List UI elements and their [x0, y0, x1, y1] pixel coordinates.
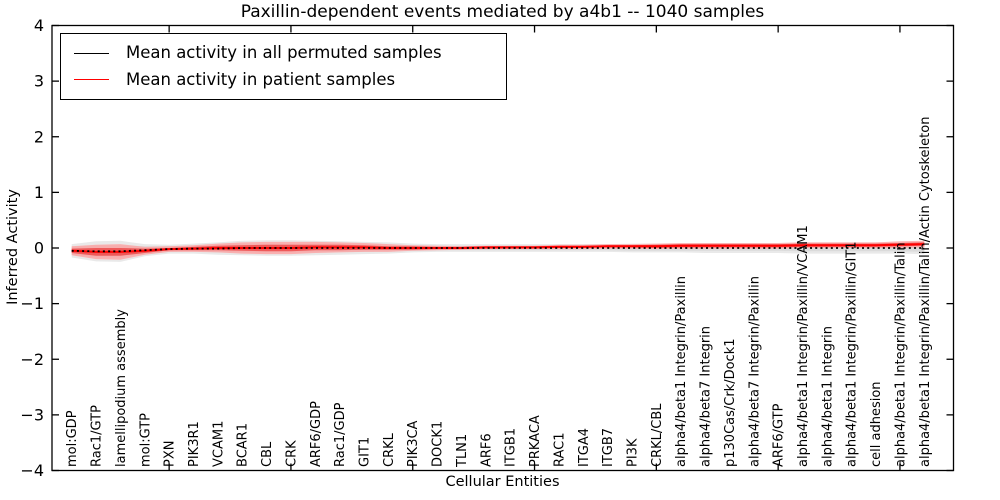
x-category-label: lamellipodium assembly: [114, 309, 129, 467]
x-category-label: TLN1: [455, 434, 470, 468]
y-tick-label: −1: [20, 294, 44, 313]
x-category-label: alpha4/beta7 Integrin: [699, 326, 714, 467]
x-category-label: alpha4/beta1 Integrin/Paxillin/GIT1: [845, 241, 860, 467]
y-tick-label: 4: [34, 16, 44, 35]
x-category-label: DOCK1: [431, 421, 446, 467]
legend-label-permuted: Mean activity in all permuted samples: [126, 43, 442, 62]
y-tick-label: 2: [34, 127, 44, 146]
x-category-label: PIK3R1: [187, 421, 202, 467]
x-category-label: alpha4/beta1 Integrin: [820, 326, 835, 467]
x-category-label: RAC1: [552, 432, 567, 467]
y-tick-label: 3: [34, 72, 44, 91]
legend-line-sample-permuted: [74, 52, 109, 54]
chart-title: Paxillin-dependent events mediated by a4…: [240, 2, 765, 22]
x-category-label: Rac1/GTP: [90, 405, 105, 467]
x-category-label: mol:GTP: [138, 413, 153, 467]
x-category-label: PI3K: [625, 438, 640, 467]
x-axis-title: Cellular Entities: [445, 474, 560, 490]
legend-entry-patient: Mean activity in patient samples: [74, 69, 506, 89]
legend-label-patient: Mean activity in patient samples: [126, 69, 396, 89]
x-category-label: alpha4/beta1 Integrin/Paxillin: [674, 276, 689, 467]
x-category-label: ARF6/GTP: [772, 403, 787, 467]
x-category-label: ITGB1: [504, 428, 519, 467]
x-category-label: PIK3CA: [406, 420, 421, 467]
x-category-label: CRKL: [382, 432, 397, 467]
x-category-label: alpha4/beta1 Integrin/Paxillin/VCAM1: [796, 225, 811, 467]
x-category-label: CBL: [260, 441, 275, 467]
x-category-label: mol:GDP: [65, 410, 80, 467]
x-category-label: alpha4/beta1 Integrin/Paxillin/Talin/Act…: [918, 117, 933, 467]
x-category-label: ITGB7: [601, 428, 616, 467]
y-tick-label: −3: [20, 405, 44, 424]
x-category-label: alpha4/beta7 Integrin/Paxillin: [747, 276, 762, 467]
legend-entry-permuted: Mean activity in all permuted samples: [74, 43, 506, 62]
x-category-label: CRKL/CBL: [650, 403, 665, 467]
legend: Mean activity in all permuted samples Me…: [60, 33, 507, 100]
x-category-label: GIT1: [358, 437, 373, 467]
permuted-mean-line: [71, 247, 925, 253]
x-category-label: p130Cas/Crk/Dock1: [723, 338, 738, 467]
x-category-label: CRK: [284, 440, 299, 467]
x-category-label: BCAR1: [236, 423, 251, 467]
x-category-label: alpha4/beta1 Integrin/Paxillin/Talin: [893, 242, 908, 467]
legend-line-sample-patient: [74, 79, 109, 81]
x-category-label: ITGA4: [577, 428, 592, 467]
x-category-label: Rac1/GDP: [333, 402, 348, 467]
y-tick-label: 1: [34, 183, 44, 202]
y-tick-label: 0: [34, 239, 44, 258]
y-tick-label: −4: [20, 461, 44, 480]
x-category-label: ARF6/GDP: [309, 401, 324, 467]
x-category-label: PRKACA: [528, 415, 543, 467]
x-category-label: ARF6: [479, 433, 494, 467]
x-category-label: PXN: [163, 441, 178, 467]
y-axis-title: Inferred Activity: [5, 189, 21, 305]
x-category-label: cell adhesion: [869, 381, 884, 467]
x-category-label: VCAM1: [211, 421, 226, 467]
y-tick-label: −2: [20, 350, 44, 369]
